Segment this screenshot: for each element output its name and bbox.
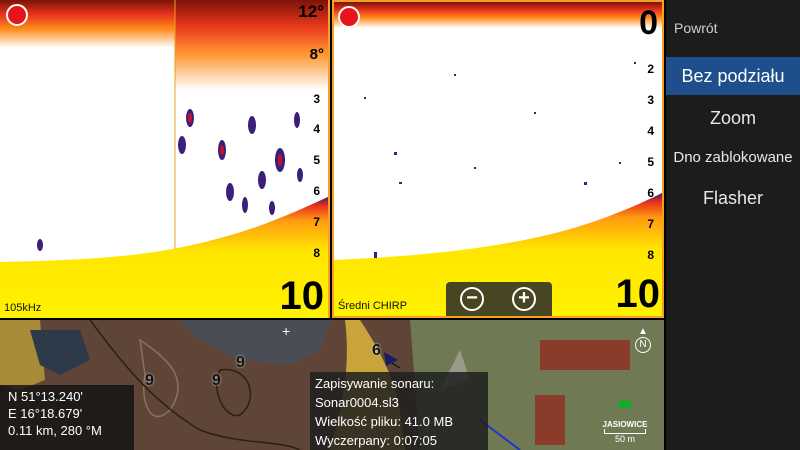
recording-remaining: Wyczerpany: 0:07:05 xyxy=(315,433,438,448)
depth-tick: 7 xyxy=(313,215,320,229)
depth-tick: 6 xyxy=(647,186,654,200)
menu-item-zoom[interactable]: Zoom xyxy=(709,108,756,128)
frequency-label: 105kHz xyxy=(4,302,42,314)
recording-title: Zapisywanie sonaru: xyxy=(315,376,435,391)
coordinates-box: N 51°13.240' E 16°18.679' 0.11 km, 280 °… xyxy=(0,385,134,450)
depth-tick: 3 xyxy=(313,92,320,106)
scale-bar xyxy=(604,429,646,434)
depth-tick: 4 xyxy=(313,122,320,136)
menu-item-flasher[interactable]: Flasher xyxy=(702,188,764,208)
map-scale: JASIOWICE 50 m xyxy=(594,420,656,444)
zoom-controls: − + xyxy=(446,282,552,316)
sonar-left-echogram xyxy=(0,0,328,318)
max-depth-label: 10 xyxy=(615,272,661,316)
sonar-mode-label: Średni CHIRP xyxy=(338,300,408,312)
depth-tick: 3 xyxy=(647,93,654,107)
max-depth-label: 10 xyxy=(279,274,325,318)
marker-depth: 8° xyxy=(309,46,324,63)
depth-tick: 6 xyxy=(313,184,320,198)
zoom-in-button[interactable]: + xyxy=(512,287,536,311)
boat-icon xyxy=(618,400,632,408)
depth-tick: 8 xyxy=(313,246,320,260)
menu-item-no-split[interactable]: Bez podziału xyxy=(666,57,800,95)
back-button[interactable]: Powrót xyxy=(674,20,718,36)
longitude: E 16°18.679' xyxy=(8,406,83,421)
latitude: N 51°13.240' xyxy=(8,389,83,404)
sonar-pane-right[interactable]: 0 2 3 4 5 6 7 8 10 Średni CHIRP − + xyxy=(332,0,664,318)
sonar-right-echogram xyxy=(334,2,662,316)
compass-icon[interactable]: ▲ N xyxy=(634,326,652,353)
water-temperature: 12° xyxy=(298,2,324,21)
depth-tick: 5 xyxy=(647,155,654,169)
depth-tick: 5 xyxy=(313,153,320,167)
surface-depth-label: 0 xyxy=(639,4,658,42)
contour-label: 9 xyxy=(236,354,245,371)
depth-tick: 4 xyxy=(647,124,654,138)
depth-tick: 7 xyxy=(647,217,654,231)
contour-label: 9 xyxy=(212,372,221,389)
depth-tick: 2 xyxy=(647,62,654,76)
zoom-out-button[interactable]: − xyxy=(460,287,484,311)
scale-label: 50 m xyxy=(614,434,635,444)
distance-bearing: 0.11 km, 280 °M xyxy=(8,423,102,438)
place-name: JASIOWICE xyxy=(602,420,648,429)
recording-filename: Sonar0004.sl3 xyxy=(315,395,399,410)
recording-indicator-icon xyxy=(6,4,28,26)
sonar-pane-left[interactable]: 12° 8° 3 4 5 6 7 8 10 105kHz xyxy=(0,0,330,318)
recording-filesize: Wielkość pliku: 41.0 MB xyxy=(315,414,453,429)
depth-tick: 8 xyxy=(647,248,654,262)
side-menu: Powrót Bez podziału Zoom Dno zablokowane… xyxy=(666,0,800,450)
contour-label: 6 xyxy=(372,342,381,359)
sonar-recording-status: Zapisywanie sonaru: Sonar0004.sl3 Wielko… xyxy=(310,372,488,450)
svg-text:+: + xyxy=(282,323,290,339)
recording-indicator-icon xyxy=(338,6,360,28)
contour-label: 9 xyxy=(145,372,154,389)
menu-item-bottom-lock[interactable]: Dno zablokowane xyxy=(673,149,793,166)
